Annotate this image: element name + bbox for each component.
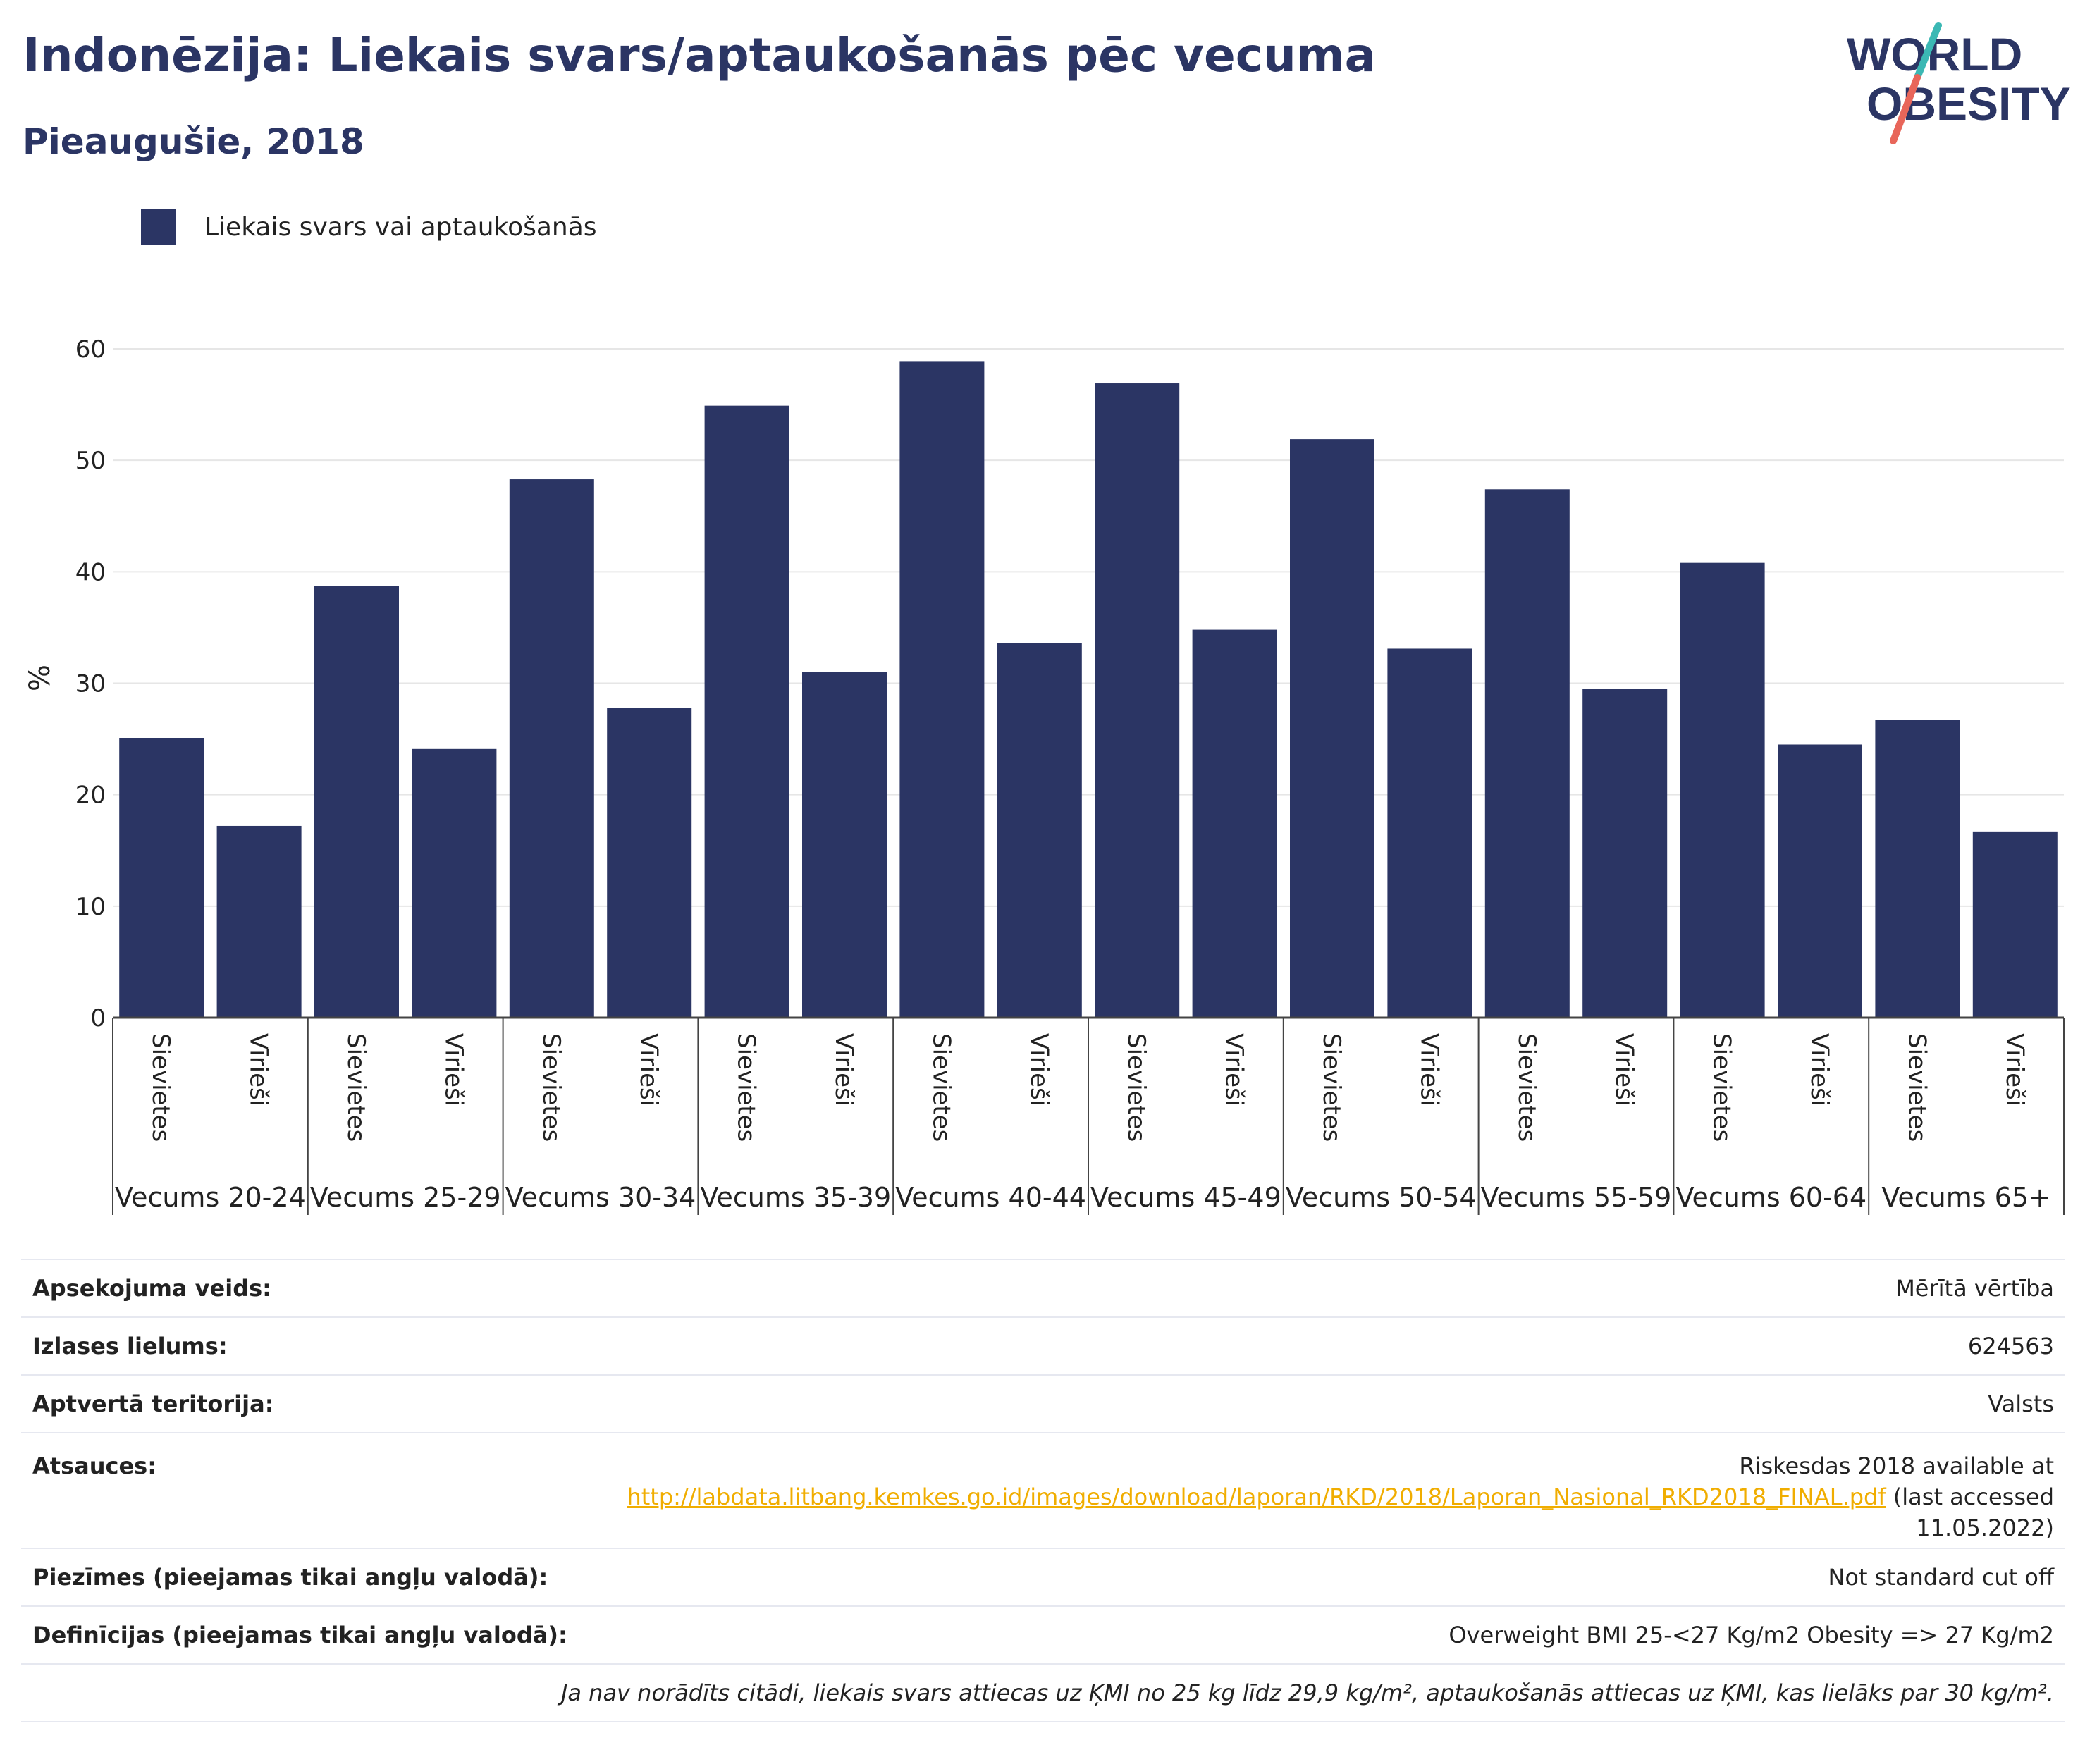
- y-tick-label: 30: [75, 670, 106, 698]
- info-key: Definīcijas (pieejamas tikai angļu valod…: [21, 1605, 585, 1664]
- y-tick-label: 0: [90, 1004, 106, 1032]
- x-subcategory-label: Vīrieši: [1220, 1033, 1248, 1106]
- bar: [1778, 744, 1862, 1018]
- y-tick-label: 50: [75, 447, 106, 475]
- x-group-label: Vecums 35-39: [700, 1182, 891, 1213]
- x-subcategory-label: Sievietes: [927, 1033, 955, 1142]
- x-subcategory-label: Vīrieši: [830, 1033, 858, 1106]
- logo-slash-coral: [1890, 74, 1921, 144]
- y-tick-label: 10: [75, 893, 106, 921]
- x-subcategory-label: Vīrieši: [2000, 1033, 2029, 1106]
- info-row-sample-size: Izlases lielums: 624563: [21, 1316, 2065, 1375]
- bar: [1290, 439, 1374, 1018]
- bar: [1582, 689, 1668, 1018]
- bar: [704, 405, 789, 1018]
- x-subcategory-label: Sievietes: [147, 1033, 175, 1142]
- bar: [119, 738, 204, 1018]
- x-subcategory-label: Sievietes: [732, 1033, 761, 1142]
- info-value: Valsts: [584, 1374, 2065, 1433]
- x-group-label: Vecums 25-29: [310, 1182, 501, 1213]
- x-group-label: Vecums 55-59: [1481, 1182, 1672, 1213]
- info-value: Riskesdas 2018 available at http://labda…: [584, 1432, 2065, 1548]
- bar: [1387, 648, 1472, 1018]
- chart-legend: Liekais svars vai aptaukošanās: [141, 209, 597, 245]
- bar: [1095, 383, 1180, 1018]
- info-key: Izlases lielums:: [21, 1316, 585, 1375]
- bar: [1192, 629, 1277, 1018]
- x-subcategory-label: Vīrieši: [1415, 1033, 1443, 1106]
- bar: [1875, 720, 1960, 1018]
- x-subcategory-label: Vīrieši: [1610, 1033, 1638, 1106]
- info-key: Piezīmes (pieejamas tikai angļu valodā):: [21, 1548, 585, 1606]
- x-group-label: Vecums 30-34: [505, 1182, 696, 1213]
- bar: [1680, 562, 1765, 1018]
- x-subcategory-label: Sievietes: [537, 1033, 565, 1142]
- bar: [314, 586, 399, 1018]
- info-row-definitions: Definīcijas (pieejamas tikai angļu valod…: [21, 1605, 2065, 1664]
- info-key: Aptvertā teritorija:: [21, 1374, 585, 1433]
- y-tick-label: 40: [75, 558, 106, 586]
- x-subcategory-label: Sievietes: [1122, 1033, 1150, 1142]
- info-row-notes: Piezīmes (pieejamas tikai angļu valodā):…: [21, 1548, 2065, 1606]
- footnote: Ja nav norādīts citādi, liekais svars at…: [21, 1663, 2065, 1722]
- bar: [802, 672, 887, 1018]
- x-subcategory-label: Sievietes: [1513, 1033, 1541, 1142]
- x-subcategory-label: Sievietes: [1902, 1033, 1931, 1142]
- legend-swatch: [141, 209, 176, 245]
- bar: [899, 361, 985, 1018]
- info-row-survey-type: Apsekojuma veids: Mērītā vērtība: [21, 1259, 2065, 1317]
- info-key: Apsekojuma veids:: [21, 1259, 585, 1317]
- bar: [997, 643, 1082, 1018]
- x-subcategory-label: Vīrieši: [245, 1033, 273, 1106]
- info-row-sources: Atsauces: Riskesdas 2018 available at ht…: [21, 1432, 2065, 1548]
- x-subcategory-label: Vīrieši: [634, 1033, 663, 1106]
- x-group-label: Vecums 65+: [1881, 1182, 2051, 1213]
- bar-chart: 0 10 20 30 40 50 60% Sievietes Vīrieši Vecums 20-…: [24, 335, 2065, 1215]
- legend-label: Liekais svars vai aptaukošanās: [204, 212, 597, 242]
- x-subcategory-label: Vīrieši: [1025, 1033, 1053, 1106]
- sources-accessed-date: 11.05.2022): [1916, 1515, 2054, 1541]
- info-table: Apsekojuma veids: Mērītā vērtība Izlases…: [21, 1259, 2065, 1722]
- info-value: Not standard cut off: [584, 1548, 2065, 1606]
- bar: [1484, 489, 1570, 1018]
- x-group-label: Vecums 20-24: [115, 1182, 306, 1213]
- logo-slash-teal: [1914, 22, 1942, 81]
- sources-after-link: (last accessed: [1893, 1484, 2054, 1510]
- x-subcategory-label: Sievietes: [1708, 1033, 1736, 1142]
- info-key: Atsauces:: [21, 1432, 585, 1548]
- chart-title: Indonēzija: Liekais svars/aptaukošanās p…: [23, 28, 1377, 82]
- x-subcategory-label: Sievietes: [342, 1033, 370, 1142]
- x-group-label: Vecums 60-64: [1675, 1182, 1866, 1213]
- sources-link[interactable]: http://labdata.litbang.kemkes.go.id/imag…: [627, 1484, 1886, 1510]
- bar: [1972, 831, 2058, 1018]
- chart-subtitle: Pieaugušie, 2018: [23, 121, 364, 162]
- info-value: Overweight BMI 25-<27 Kg/m2 Obesity => 2…: [584, 1605, 2065, 1664]
- x-subcategory-label: Vīrieši: [439, 1033, 467, 1106]
- x-group-label: Vecums 45-49: [1090, 1182, 1281, 1213]
- y-tick-label: 20: [75, 782, 106, 810]
- bar: [509, 479, 594, 1018]
- info-value: 624563: [584, 1316, 2065, 1375]
- world-obesity-logo: WORLD OBESITY: [1847, 22, 2071, 144]
- bar: [412, 748, 497, 1018]
- info-row-coverage: Aptvertā teritorija: Valsts: [21, 1374, 2065, 1433]
- info-row-footnote: Ja nav norādīts citādi, liekais svars at…: [21, 1663, 2065, 1722]
- y-axis-title: %: [24, 665, 56, 691]
- info-value: Mērītā vērtība: [584, 1259, 2065, 1317]
- x-subcategory-label: Vīrieši: [1805, 1033, 1833, 1106]
- x-subcategory-label: Sievietes: [1317, 1033, 1346, 1142]
- x-group-label: Vecums 50-54: [1286, 1182, 1477, 1213]
- sources-text: Riskesdas 2018 available at: [1739, 1452, 2054, 1479]
- y-tick-label: 60: [75, 335, 106, 364]
- x-group-label: Vecums 40-44: [895, 1182, 1086, 1213]
- bar: [607, 708, 692, 1018]
- bar: [216, 825, 302, 1018]
